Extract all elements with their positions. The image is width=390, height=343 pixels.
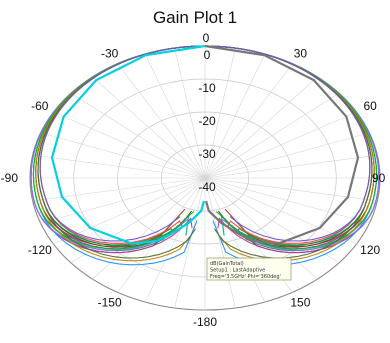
radial-tick-label: -40 (198, 180, 216, 194)
grid-spoke (204, 132, 370, 179)
angle-tick-label: -30 (101, 46, 119, 60)
grid-spoke (204, 63, 293, 179)
angle-tick-label: -180 (193, 315, 217, 329)
gain-series-trace (35, 45, 206, 250)
angle-tick-label: 60 (364, 99, 378, 113)
gain-series-trace (32, 45, 206, 252)
grid-spoke (53, 111, 206, 179)
angle-tick-label: 0 (203, 31, 210, 45)
gain-series-trace (204, 45, 378, 250)
grid-spoke (204, 177, 357, 245)
grid-spoke (144, 53, 206, 179)
angle-tick-label: -60 (31, 99, 49, 113)
gain-series-trace (204, 45, 375, 250)
legend-entry: Setup1 : LastAdaptive (210, 268, 265, 274)
chart-legend: dB(GainTotal)Setup1 : LastAdaptiveFreq='… (206, 257, 292, 281)
gain-series-trace (39, 45, 206, 242)
angle-tick-label: 30 (294, 46, 308, 60)
radial-tick-label: -30 (198, 147, 216, 161)
grid-spoke (40, 132, 206, 179)
grid-spoke (204, 92, 340, 179)
angle-tick-label: 90 (372, 171, 386, 185)
tick-labels: 0 -10 -20 -30 -40 0 30 60 90 120 150 -180 -150 -120 -9… (1, 31, 386, 329)
highlighted-series-trace (204, 44, 360, 245)
grid-spoke (40, 177, 206, 224)
gain-series-trace (204, 45, 378, 252)
grid-spoke (204, 76, 318, 179)
angle-tick-label: -90 (1, 171, 19, 185)
grid-spoke (117, 63, 206, 179)
grid-spoke (174, 177, 206, 309)
grid-spoke (144, 177, 206, 303)
grid-spoke (32, 154, 206, 179)
grid-spoke (92, 76, 206, 179)
grid-spoke (53, 177, 206, 245)
radial-tick-label: 0 (204, 48, 211, 62)
series-layer (30, 44, 380, 266)
grid-spoke (204, 154, 378, 179)
legend-box (206, 257, 292, 281)
legend-entry: dB(GainTotal) (210, 261, 244, 267)
chart-title: Gain Plot 1 (152, 8, 238, 27)
angle-tick-label: -150 (98, 296, 122, 310)
angle-tick-label: 120 (360, 243, 380, 257)
grid-spoke (174, 47, 206, 179)
grid-spoke (204, 111, 357, 179)
legend-entry: Freq='3.5GHz' Phi='360deg' (210, 274, 281, 280)
grid-spoke (70, 92, 206, 179)
gain-series-trace (32, 45, 206, 250)
highlighted-series-trace (50, 44, 206, 245)
radial-tick-label: -20 (198, 114, 216, 128)
grid-spoke (204, 47, 236, 179)
gain-series-trace (204, 45, 371, 242)
radial-tick-label: -10 (198, 81, 216, 95)
grid-spoke (204, 177, 236, 309)
grid-spoke (204, 177, 266, 303)
grid-spoke (204, 53, 266, 179)
angle-tick-label: 150 (290, 296, 310, 310)
grid-spoke (204, 177, 370, 224)
angle-tick-label: -120 (28, 243, 52, 257)
